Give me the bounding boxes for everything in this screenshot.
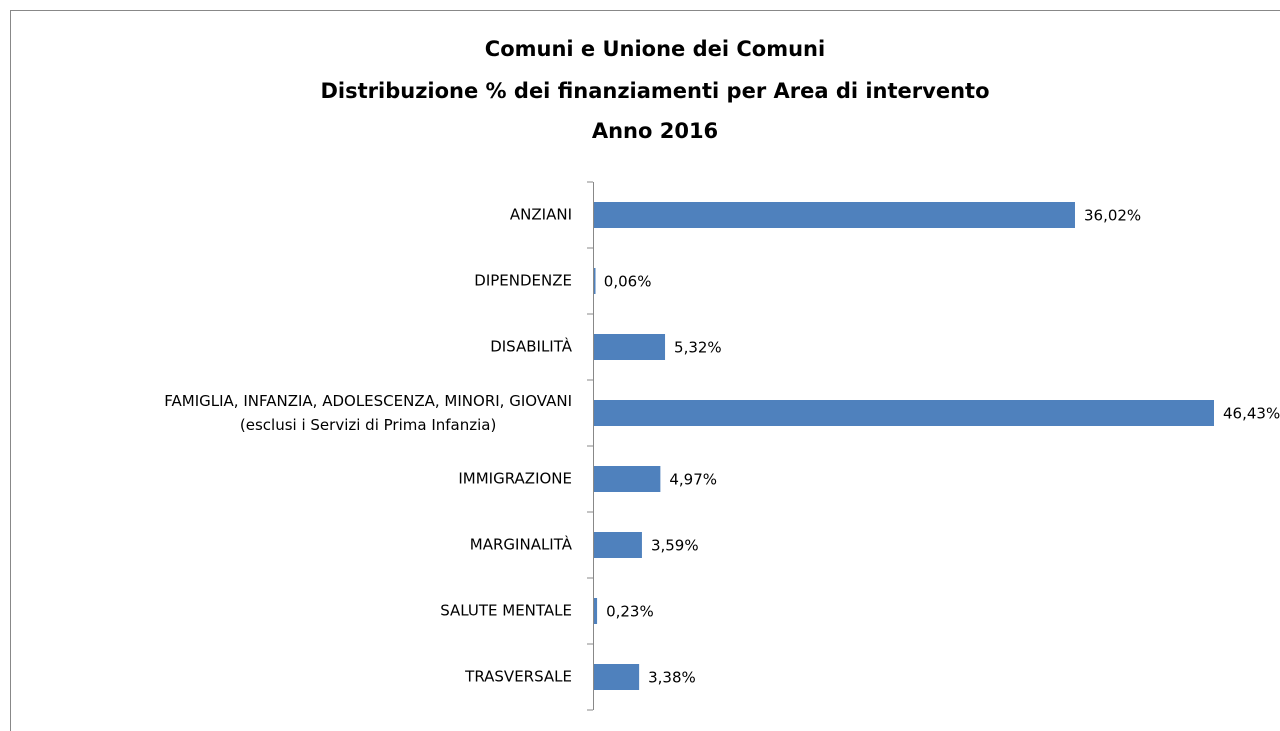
bar: [594, 598, 598, 624]
y-tick-label: TRASVERSALE: [464, 668, 572, 686]
bar: [594, 334, 666, 360]
bar: [594, 202, 1075, 228]
y-tick-label: IMMIGRAZIONE: [458, 470, 572, 488]
y-tick-label: MARGINALITÀ: [470, 535, 573, 554]
data-label: 5,32%: [674, 339, 722, 357]
bar: [594, 532, 642, 558]
bar: [594, 268, 596, 294]
y-tick-label: ANZIANI: [510, 206, 572, 224]
data-label: 3,59%: [651, 537, 699, 555]
bar: [594, 466, 661, 492]
chart-frame: [10, 10, 1280, 731]
data-label: 46,43%: [1223, 405, 1280, 423]
chart-title: Comuni e Unione dei Comuni: [485, 37, 825, 61]
y-tick-label: DISABILITÀ: [490, 337, 573, 356]
bar: [594, 664, 640, 690]
data-label: 3,38%: [648, 669, 696, 687]
data-label: 0,23%: [606, 603, 654, 621]
data-label: 0,06%: [604, 273, 652, 291]
chart-title: Distribuzione % dei finanziamenti per Ar…: [321, 79, 990, 103]
y-tick-label: FAMIGLIA, INFANZIA, ADOLESCENZA, MINORI,…: [164, 392, 572, 434]
y-tick-label: SALUTE MENTALE: [440, 602, 572, 620]
bar: [594, 400, 1214, 426]
data-label: 36,02%: [1084, 207, 1141, 225]
y-tick-label: DIPENDENZE: [474, 272, 572, 290]
chart-title: Anno 2016: [592, 119, 718, 143]
data-label: 4,97%: [669, 471, 717, 489]
